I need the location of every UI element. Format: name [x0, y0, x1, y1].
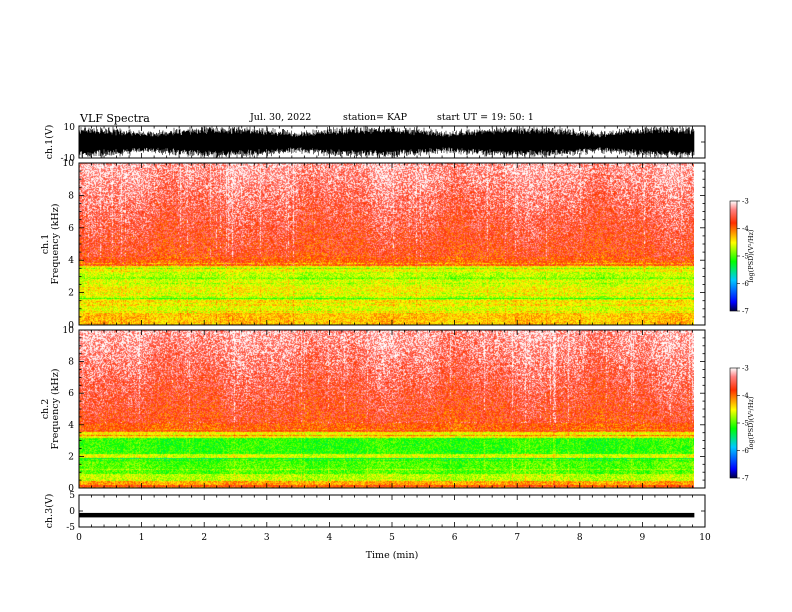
ch2-spectrogram-ylabel-channel: ch.2 [40, 399, 51, 420]
ch1-spectrogram-ytick-label: 2 [68, 289, 74, 299]
ch1-spectrogram-image [79, 163, 694, 325]
ch3-ylabel: ch.3(V) [44, 494, 55, 529]
x-tick-label: 9 [640, 533, 646, 543]
ch1-spectrogram-colorbar-tick-label: -6 [742, 280, 749, 288]
ch1-spectrogram-colorbar-tick-label: -5 [742, 253, 749, 261]
station-label: station= KAP [343, 112, 407, 123]
ch2-spectrogram-ytick-label: 10 [63, 326, 75, 336]
ch3-waveform-trace [79, 512, 695, 518]
ch1-ytick-label: -10 [61, 154, 76, 164]
ch1-ylabel: ch.1(V) [44, 125, 55, 160]
ch2-spectrogram-colorbar-tick-label: -6 [742, 447, 749, 455]
ch1-spectrogram-ytick-label: 4 [68, 256, 74, 266]
date-label: Jul. 30, 2022 [250, 112, 312, 123]
x-axis-label: Time (min) [366, 550, 419, 561]
ch1-spectrogram-ylabel-channel: ch.1 [40, 234, 51, 255]
ch2-spectrogram-ytick-label: 6 [68, 389, 74, 399]
ch2-spectrogram-ylabel: Frequency (kHz) [50, 369, 61, 450]
ch2-spectrogram-colorbar-tick-label: -3 [742, 365, 749, 373]
ch1-spectrogram-ylabel: Frequency (kHz) [50, 204, 61, 285]
ch2-spectrogram-image [79, 330, 694, 488]
ch3-ytick-label: 5 [69, 491, 75, 501]
x-tick-label: 1 [139, 533, 145, 543]
figure-title: VLF Spectra [80, 112, 150, 125]
ch2-spectrogram-ytick-label: 2 [68, 452, 74, 462]
ch1-waveform-trace [78, 126, 695, 158]
ch1-spectrogram-colorbar [729, 200, 738, 312]
x-tick-label: 2 [201, 533, 207, 543]
ch1-ytick-label: 10 [64, 123, 76, 133]
x-tick-label: 5 [389, 533, 395, 543]
x-tick-label: 7 [514, 533, 520, 543]
x-tick-label: 0 [76, 533, 82, 543]
x-tick-label: 3 [264, 533, 270, 543]
x-tick-label: 8 [577, 533, 583, 543]
ch1-spectrogram-colorbar-tick-label: -3 [742, 198, 749, 206]
ch1-spectrogram-colorbar-tick-label: -7 [742, 308, 749, 316]
ch2-spectrogram-ytick-label: 4 [68, 421, 74, 431]
x-tick-label: 10 [699, 533, 711, 543]
ch3-ytick-label: 0 [69, 507, 75, 517]
ch1-spectrogram-ytick-label: 6 [68, 224, 74, 234]
ch3-ytick-label: -5 [66, 523, 75, 533]
x-tick-label: 4 [327, 533, 333, 543]
ch2-spectrogram-colorbar-label: log(PSD)(V²/Hz) [747, 396, 755, 449]
ch2-spectrogram-colorbar-tick-label: -7 [742, 475, 749, 483]
ch2-spectrogram-colorbar [729, 367, 738, 479]
ch2-spectrogram-colorbar-tick-label: -4 [742, 392, 749, 400]
ch1-spectrogram-ytick-label: 0 [68, 321, 74, 331]
start-ut-label: start UT = 19: 50: 1 [437, 112, 534, 123]
ch2-spectrogram-ytick-label: 8 [68, 358, 74, 368]
ch2-spectrogram-ytick-label: 0 [68, 484, 74, 494]
ch2-spectrogram-colorbar-tick-label: -5 [742, 420, 749, 428]
ch1-spectrogram-ytick-label: 10 [63, 159, 75, 169]
ch1-spectrogram-ytick-label: 8 [68, 191, 74, 201]
x-tick-label: 6 [452, 533, 458, 543]
ch1-spectrogram-colorbar-tick-label: -4 [742, 225, 749, 233]
ch1-spectrogram-colorbar-label: log(PSD)(V²/Hz) [747, 229, 755, 282]
